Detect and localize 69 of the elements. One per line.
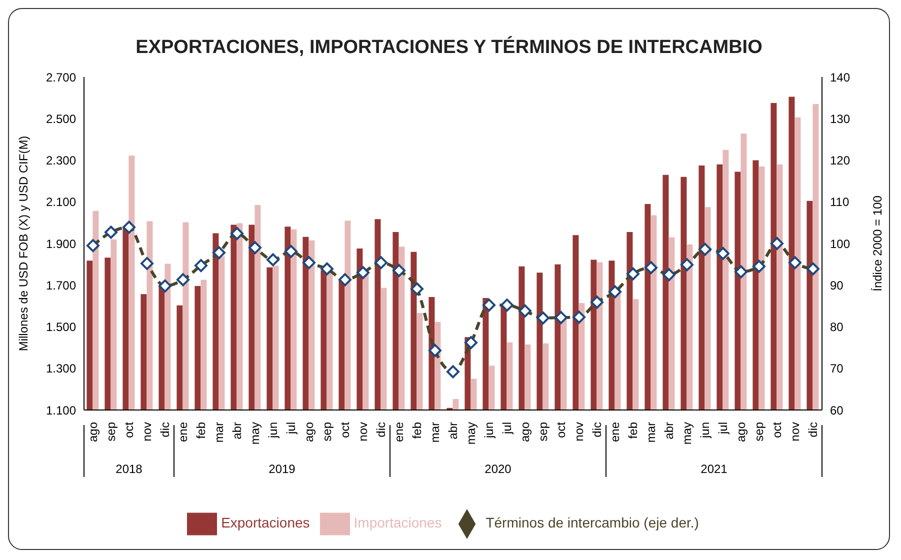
y2-tick-label: 70 (830, 362, 844, 376)
x-tick-label: dic (590, 422, 604, 438)
x-tick-label: ene (608, 422, 622, 442)
y-tick-label: 2.700 (46, 70, 76, 84)
x-tick-label: abr (662, 422, 676, 440)
x-tick-label: jun (266, 422, 280, 440)
x-tick-label: oct (554, 421, 568, 438)
x-tick-label: sep (752, 422, 766, 442)
x-tick-label: sep (320, 422, 334, 442)
x-tick-label: dic (806, 422, 820, 438)
x-tick-label: oct (122, 421, 136, 438)
text: 2018 (116, 462, 143, 476)
x-tick-label: may (248, 422, 262, 445)
x-tick-label: nov (572, 422, 586, 442)
text: 2019 (268, 462, 296, 476)
y-axis-title: Millones de USD FOB (X) y USD CIF(M) (16, 136, 30, 352)
x-tick-label: feb (626, 422, 640, 439)
x-tick-label: jul (716, 422, 730, 436)
y-tick-label: 1.100 (46, 403, 76, 418)
x-tick-label: jul (500, 422, 514, 436)
y2-tick-label: 60 (830, 403, 844, 418)
y2-tick-label: 110 (830, 195, 850, 210)
chart-title: EXPORTACIONES, IMPORTACIONES Y TÉRMINOS DE INTERCAMBIO (134, 35, 764, 60)
x-tick-label: oct (338, 421, 352, 438)
x-tick-label: nov (140, 422, 154, 442)
x-tick-label: jul (284, 422, 298, 436)
y2-tick-label: 100 (830, 236, 850, 251)
y2-tick-label: 130 (830, 112, 850, 126)
x-tick-label: jun (482, 422, 496, 440)
x-tick-label: ago (518, 422, 532, 442)
y-tick-label: 2.300 (46, 154, 76, 168)
x-tick-label: jun (698, 422, 712, 440)
x-tick-label: dic (158, 422, 172, 438)
x-tick-label: abr (230, 422, 244, 440)
x-tick-label: ago (86, 422, 100, 442)
x-tick-label: may (464, 422, 478, 445)
y-tick-label: 1.900 (46, 236, 76, 251)
x-tick-label: oct (770, 421, 784, 438)
x-tick-label: mar (428, 422, 442, 443)
x-tick-label: dic (374, 422, 388, 438)
y-tick-label: 2.500 (46, 112, 76, 126)
x-tick-label: ene (176, 422, 190, 442)
x-tick-label: nov (356, 422, 370, 442)
y-tick-label: 1.500 (46, 320, 76, 334)
y2-tick-label: 90 (830, 278, 844, 292)
y2-axis-title: Índice 2000 = 100 (870, 195, 884, 292)
x-tick-label: feb (410, 422, 424, 439)
x-tick-label: ago (302, 422, 316, 442)
y-tick-label: 1.300 (46, 362, 76, 376)
x-tick-label: feb (194, 422, 208, 439)
x-tick-label: sep (536, 422, 550, 442)
x-tick-label: mar (212, 422, 226, 443)
y-tick-label: 1.700 (46, 278, 76, 292)
x-tick-label: mar (644, 422, 658, 443)
legend-label: Importaciones (354, 514, 442, 531)
x-tick-label: nov (788, 422, 802, 442)
text: 2020 (484, 462, 512, 476)
y2-tick-label: 80 (830, 320, 844, 334)
y2-tick-label: 120 (830, 154, 850, 168)
x-tick-label: ene (392, 422, 406, 442)
legend-label: Términos de intercambio (eje der.) (486, 514, 699, 531)
legend-label: Exportaciones (221, 514, 310, 531)
y-tick-label: 2.100 (46, 195, 76, 210)
x-tick-label: ago (734, 422, 748, 442)
x-tick-label: may (680, 422, 694, 445)
x-tick-label: sep (104, 422, 118, 442)
text: 2021 (700, 462, 728, 476)
x-tick-label: abr (446, 422, 460, 440)
y2-tick-label: 140 (830, 70, 850, 84)
